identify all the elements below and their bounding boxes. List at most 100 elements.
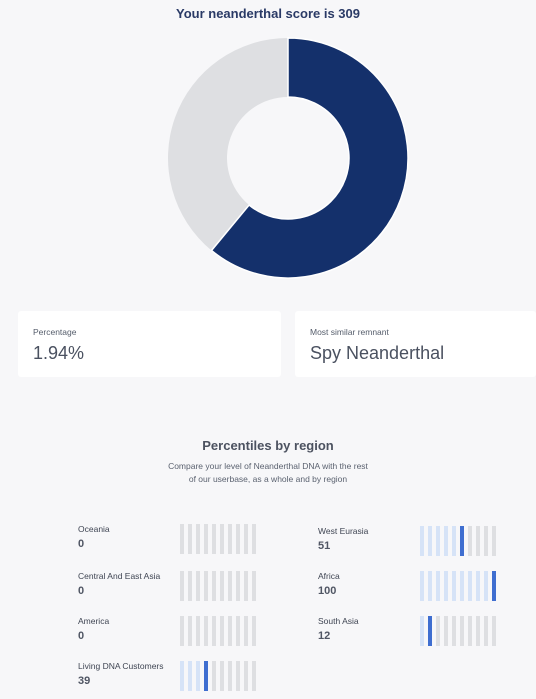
- percentile-bar: [428, 526, 432, 556]
- percentile-bar: [428, 571, 432, 601]
- percentile-bar: [460, 616, 464, 646]
- remnant-value: Spy Neanderthal: [310, 343, 445, 363]
- percentile-bar: [236, 524, 240, 554]
- percentile-bar: [188, 571, 192, 601]
- percentile-bar: [492, 526, 496, 556]
- percentile-bar: [420, 616, 424, 646]
- percentiles-subtitle: Compare your level of Neanderthal DNA wi…: [168, 461, 368, 484]
- percentile-bar: [244, 661, 248, 691]
- percentile-bar: [484, 526, 488, 556]
- percentile-bars: [180, 571, 256, 601]
- region-name: West Eurasia: [318, 526, 369, 536]
- percentile-bar: [444, 526, 448, 556]
- percentile-marker-bar: [428, 616, 432, 646]
- percentile-bar: [444, 616, 448, 646]
- percentile-bar: [484, 616, 488, 646]
- percentile-bar: [436, 526, 440, 556]
- remnant-card: Most similar remnant Spy Neanderthal: [295, 311, 536, 377]
- percentile-bar: [252, 616, 256, 646]
- percentile-bar: [252, 661, 256, 691]
- region-name: Africa: [318, 571, 340, 581]
- percentile-bar: [476, 571, 480, 601]
- region-value: 100: [318, 585, 337, 597]
- percentile-bar: [188, 524, 192, 554]
- percentile-bar: [180, 524, 184, 554]
- region-value: 0: [78, 585, 85, 597]
- percentile-bar: [180, 571, 184, 601]
- percentile-bar: [220, 661, 224, 691]
- percentile-bar: [220, 571, 224, 601]
- percentile-marker-bar: [204, 661, 208, 691]
- region-value: 12: [318, 630, 331, 642]
- score-title: Your neanderthal score is 309: [176, 6, 360, 21]
- percentile-bar: [484, 571, 488, 601]
- remnant-label: Most similar remnant: [310, 327, 389, 337]
- region-value: 0: [78, 630, 85, 642]
- percentile-bars: [420, 616, 496, 646]
- percentile-bars: [420, 526, 496, 556]
- percentile-bar: [212, 661, 216, 691]
- percentile-bar: [212, 571, 216, 601]
- percentile-bar: [228, 616, 232, 646]
- percentile-bar: [212, 616, 216, 646]
- region-name: Central And East Asia: [78, 571, 161, 581]
- percentile-bar: [196, 661, 200, 691]
- percentile-bar: [452, 616, 456, 646]
- percentile-bar: [468, 526, 472, 556]
- percentile-bar: [492, 616, 496, 646]
- percentile-bar: [468, 571, 472, 601]
- percentiles-title: Percentiles by region: [202, 438, 334, 453]
- percentile-bar: [244, 616, 248, 646]
- region-value: 51: [318, 540, 331, 552]
- percentage-value: 1.94%: [33, 343, 85, 363]
- percentile-bars: [180, 616, 256, 646]
- region-name: Living DNA Customers: [78, 661, 164, 671]
- region-value: 39: [78, 675, 91, 687]
- percentile-bar: [204, 524, 208, 554]
- percentile-bar: [244, 571, 248, 601]
- percentile-bar: [220, 616, 224, 646]
- percentile-bar: [228, 524, 232, 554]
- percentile-bar: [196, 571, 200, 601]
- region-central-east-asia: Central And East Asia 0: [78, 571, 258, 603]
- percentile-bar: [204, 571, 208, 601]
- percentile-bar: [436, 571, 440, 601]
- region-name: Oceania: [78, 524, 110, 534]
- percentage-label: Percentage: [33, 327, 77, 337]
- percentile-bar: [452, 526, 456, 556]
- percentile-bar: [180, 616, 184, 646]
- region-south-asia: South Asia 12: [318, 616, 498, 648]
- percentile-bar: [188, 661, 192, 691]
- region-name: South Asia: [318, 616, 359, 626]
- region-name: America: [78, 616, 110, 626]
- percentile-bar: [468, 616, 472, 646]
- percentile-bar: [212, 524, 216, 554]
- percentile-bar: [244, 524, 248, 554]
- percentile-bars: [420, 571, 496, 601]
- percentile-bar: [180, 661, 184, 691]
- region-oceania: Oceania 0: [78, 524, 258, 556]
- region-value: 0: [78, 538, 85, 550]
- percentile-bar: [236, 616, 240, 646]
- percentile-bar: [452, 571, 456, 601]
- donut-filled-segment: [210, 37, 409, 279]
- percentile-bar: [196, 524, 200, 554]
- region-america: America 0: [78, 616, 258, 648]
- percentile-bar: [220, 524, 224, 554]
- percentile-bar: [196, 616, 200, 646]
- region-living-dna-customers: Living DNA Customers 39: [78, 661, 258, 693]
- percentile-bar: [460, 571, 464, 601]
- percentile-bar: [436, 616, 440, 646]
- percentile-bar: [420, 526, 424, 556]
- percentile-bar: [420, 571, 424, 601]
- percentile-bar: [236, 661, 240, 691]
- percentile-bar: [476, 526, 480, 556]
- percentile-marker-bar: [492, 571, 496, 601]
- percentile-bar: [476, 616, 480, 646]
- percentile-bar: [228, 571, 232, 601]
- percentile-bars: [180, 524, 256, 554]
- percentile-bars: [180, 661, 256, 691]
- region-africa: Africa 100: [318, 571, 498, 603]
- donut-remaining-segment: [167, 38, 288, 251]
- percentile-bar: [252, 524, 256, 554]
